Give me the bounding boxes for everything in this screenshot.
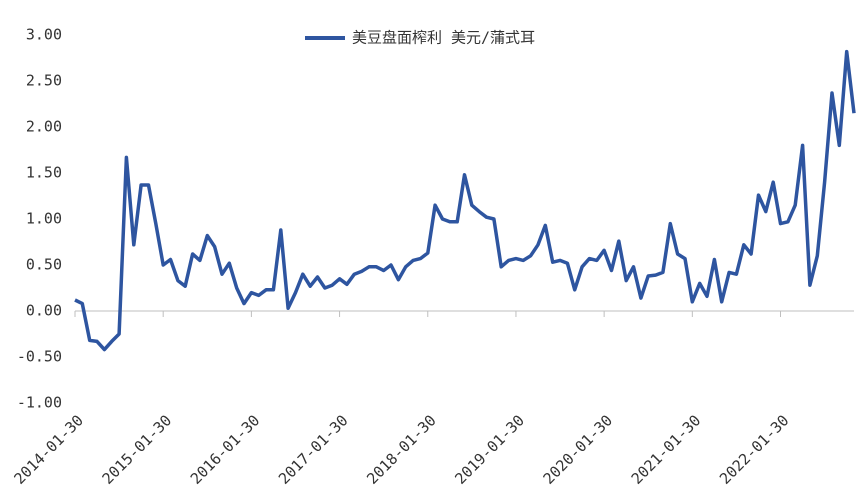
x-tick-label: 2019-01-30 <box>451 411 528 488</box>
y-tick-label: 2.00 <box>26 118 62 136</box>
x-tick-label: 2016-01-30 <box>187 411 264 488</box>
y-tick-label: -1.00 <box>17 394 62 412</box>
x-tick-label: 2015-01-30 <box>99 411 176 488</box>
y-tick-label: 0.00 <box>26 302 62 320</box>
x-tick-label: 2018-01-30 <box>363 411 440 488</box>
y-tick-label: -0.50 <box>17 348 62 366</box>
x-tick-label: 2021-01-30 <box>628 411 705 488</box>
legend-label: 美豆盘面榨利 美元/蒲式耳 <box>352 29 535 47</box>
y-tick-label: 3.00 <box>26 26 62 44</box>
y-tick-label: 2.50 <box>26 72 62 90</box>
series-line <box>74 49 856 352</box>
x-tick-label: 2017-01-30 <box>275 411 352 488</box>
x-tick-label: 2022-01-30 <box>716 411 793 488</box>
y-tick-label: 1.00 <box>26 210 62 228</box>
x-tick-label: 2014-01-30 <box>10 411 87 488</box>
x-tick-label: 2020-01-30 <box>540 411 617 488</box>
y-tick-label: 1.50 <box>26 164 62 182</box>
y-tick-label: 0.50 <box>26 256 62 274</box>
